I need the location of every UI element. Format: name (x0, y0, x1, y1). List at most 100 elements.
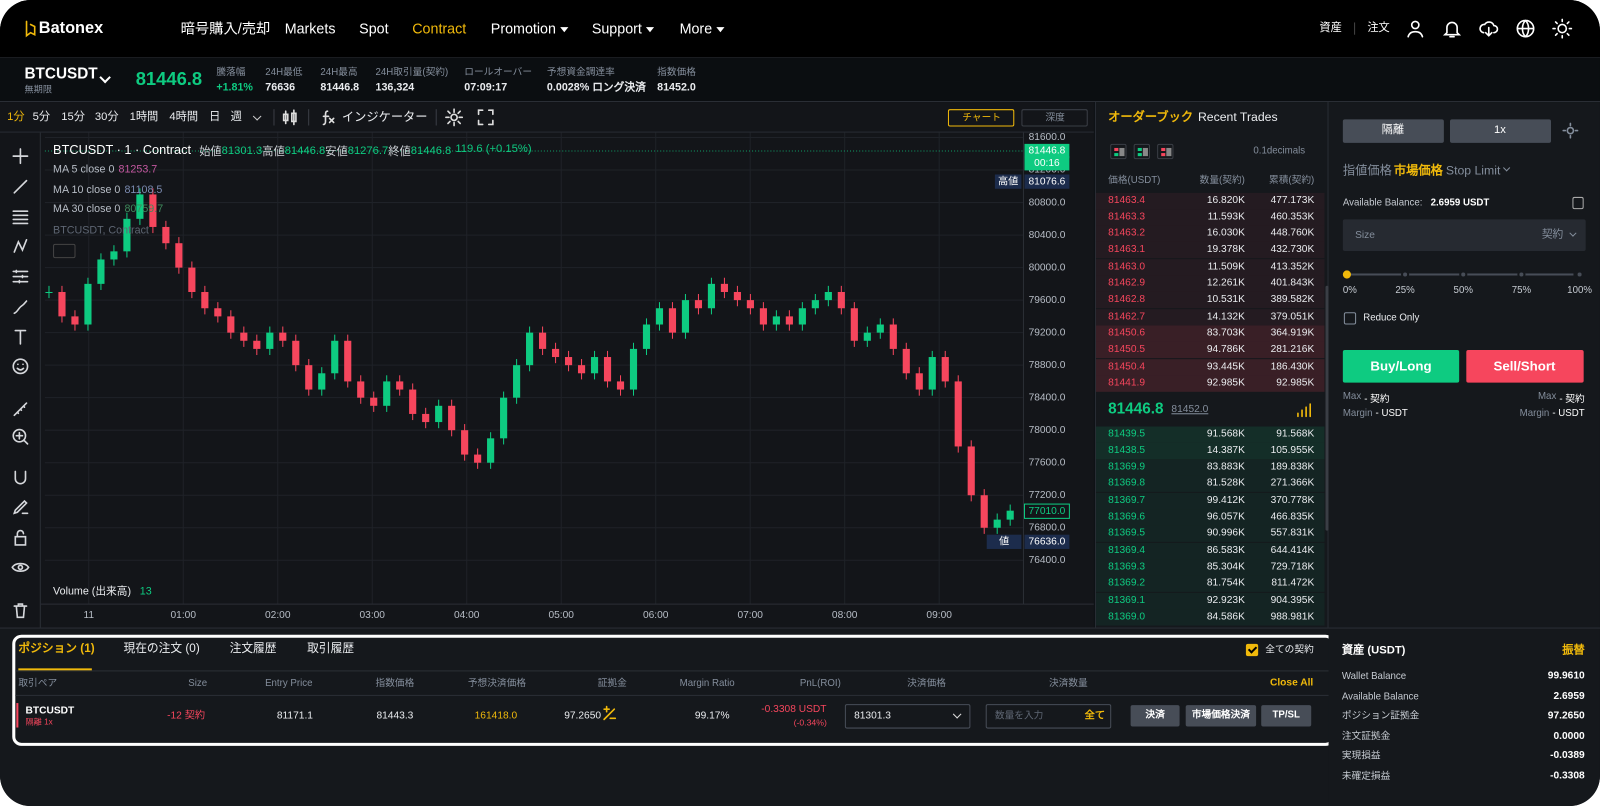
nav-item[interactable]: Support (592, 20, 655, 37)
interval[interactable]: 1分 (7, 110, 25, 123)
drawing-tool[interactable] (10, 266, 30, 286)
slider-node[interactable] (1517, 270, 1526, 279)
fullscreen-icon[interactable] (476, 107, 496, 127)
transfer-link[interactable]: 振替 (1562, 644, 1585, 657)
interval[interactable]: 日 (209, 110, 221, 123)
settings-icon[interactable] (444, 107, 464, 127)
bids-qty: 96.057K (1206, 511, 1245, 523)
drawing-tool[interactable] (10, 528, 30, 548)
theme-icon[interactable] (1552, 18, 1573, 39)
candle-type-icon[interactable] (280, 107, 300, 127)
language-icon[interactable] (1515, 18, 1535, 38)
asks-price: 81450.6 (1108, 327, 1146, 339)
bell-icon[interactable] (1442, 18, 1462, 38)
close-qty-input[interactable]: 数量を入力 全て (985, 704, 1112, 729)
margin-mode-button[interactable]: 隔離 (1342, 119, 1444, 143)
drawing-tool[interactable] (10, 557, 30, 577)
positions-tab[interactable]: 現在の注文 (0) (123, 642, 200, 656)
candle (564, 357, 573, 366)
view-tab[interactable]: チャート (947, 109, 1015, 127)
position-action-button[interactable]: 市場価格決済 (1185, 705, 1257, 727)
form-settings-icon[interactable] (1560, 120, 1580, 140)
drawing-tool[interactable] (10, 206, 30, 226)
bids-total: 729.718K (1270, 561, 1315, 573)
positions-tab[interactable]: ポジション (1) (18, 642, 95, 656)
drawing-tool[interactable] (10, 177, 30, 197)
drawing-tool-shape (12, 499, 29, 515)
interval[interactable]: 週 (230, 110, 242, 123)
close-all[interactable]: Close All (1269, 677, 1314, 689)
bids-row-bg (1095, 509, 1325, 526)
reduce-only-checkbox[interactable] (1343, 312, 1357, 325)
nav-item[interactable]: Markets (284, 20, 336, 37)
leverage-button[interactable]: 1x (1449, 119, 1552, 143)
orders-link[interactable]: 注文 (1367, 21, 1390, 35)
drawing-tool[interactable] (10, 356, 30, 376)
book-view[interactable] (1133, 143, 1150, 160)
drawing-tool[interactable] (10, 297, 30, 317)
book-view[interactable] (1110, 143, 1127, 160)
interval[interactable]: 4時間 (169, 110, 199, 123)
drawing-tool[interactable] (10, 427, 30, 447)
buy-button[interactable]: Buy/Long (1342, 349, 1460, 383)
x-tick-label: 09:00 (926, 610, 952, 621)
slider-node[interactable] (1575, 270, 1584, 279)
user-icon[interactable] (1405, 18, 1425, 38)
drawing-tool[interactable] (10, 399, 30, 419)
drawing-tool[interactable] (10, 467, 30, 487)
asks-row-bg (1095, 292, 1325, 309)
all-contracts-checkbox[interactable] (1245, 643, 1259, 657)
symbol[interactable]: BTCUSDT (24, 65, 98, 83)
view-tab[interactable]: 深度 (1021, 109, 1088, 127)
drawing-tool[interactable] (10, 600, 30, 620)
decimals-select[interactable]: 0.1decimals (1253, 145, 1306, 157)
nav-item[interactable]: Spot (359, 20, 389, 37)
drawing-tool[interactable] (10, 327, 30, 347)
positions-tab[interactable]: 取引履歴 (307, 642, 355, 656)
order-type-tab[interactable]: 指値価格 (1342, 163, 1392, 178)
nav-item[interactable]: 暗号購入/売却 (180, 20, 271, 37)
asks-qty: 12.261K (1206, 277, 1245, 289)
qty-all[interactable]: 全て (1084, 710, 1106, 722)
drawing-tool[interactable] (10, 236, 30, 256)
nav-item[interactable]: More (680, 20, 725, 37)
nav-item[interactable]: Contract (412, 20, 467, 37)
slider-node[interactable] (1342, 270, 1352, 279)
size-input[interactable]: Size 契約 (1342, 219, 1586, 252)
bids-total: 370.778K (1270, 494, 1315, 506)
positions-tab[interactable]: 注文履歴 (229, 642, 277, 656)
legend-title: BTCUSDT · 1 · Contract (53, 142, 192, 158)
candle (785, 316, 793, 325)
indicator-icon[interactable] (318, 107, 338, 127)
order-type-tab[interactable]: Stop Limit (1445, 163, 1501, 178)
download-icon[interactable] (1479, 18, 1499, 38)
asset-value: -0.3308 (1550, 770, 1585, 782)
interval[interactable]: 30分 (94, 110, 119, 123)
position-action-button[interactable]: 決済 (1130, 705, 1180, 727)
interval[interactable]: 15分 (61, 110, 85, 123)
candle (707, 283, 716, 309)
candle (487, 438, 495, 463)
close-price-select[interactable]: 81301.3 (844, 704, 971, 729)
trades-tab[interactable]: Recent Trades (1197, 110, 1278, 125)
candle (123, 218, 131, 252)
asks-price: 81463.2 (1108, 227, 1146, 239)
position-action-button[interactable]: TP/SL (1261, 705, 1312, 727)
indicator-button[interactable]: インジケーター (341, 110, 428, 125)
book-view[interactable] (1157, 143, 1174, 160)
interval[interactable]: 5分 (32, 110, 51, 123)
sell-button[interactable]: Sell/Short (1466, 349, 1584, 383)
order-type-tab[interactable]: 市場価格 (1393, 163, 1443, 178)
assets-link[interactable]: 資産 (1319, 21, 1342, 35)
adjust-margin-icon[interactable] (599, 704, 619, 724)
slider-node[interactable] (1459, 270, 1468, 279)
interval[interactable]: 1時間 (129, 110, 159, 123)
mark-price-tag-box (1023, 503, 1070, 519)
orderbook-tab[interactable]: オーダーブック (1108, 110, 1194, 125)
drawing-tool[interactable] (10, 146, 30, 166)
candle (902, 348, 910, 374)
collapse-button[interactable] (53, 243, 76, 259)
nav-item[interactable]: Promotion (491, 20, 569, 37)
slider-node[interactable] (1401, 270, 1410, 279)
drawing-tool[interactable] (10, 497, 30, 517)
